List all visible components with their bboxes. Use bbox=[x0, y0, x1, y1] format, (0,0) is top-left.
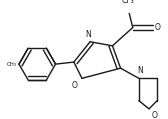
Text: N: N bbox=[137, 66, 143, 75]
Text: N: N bbox=[85, 30, 91, 39]
Text: CF₃: CF₃ bbox=[121, 0, 134, 5]
Text: CH₃: CH₃ bbox=[7, 62, 17, 67]
Text: O: O bbox=[152, 111, 158, 119]
Text: O: O bbox=[72, 81, 78, 90]
Text: O: O bbox=[155, 23, 161, 32]
